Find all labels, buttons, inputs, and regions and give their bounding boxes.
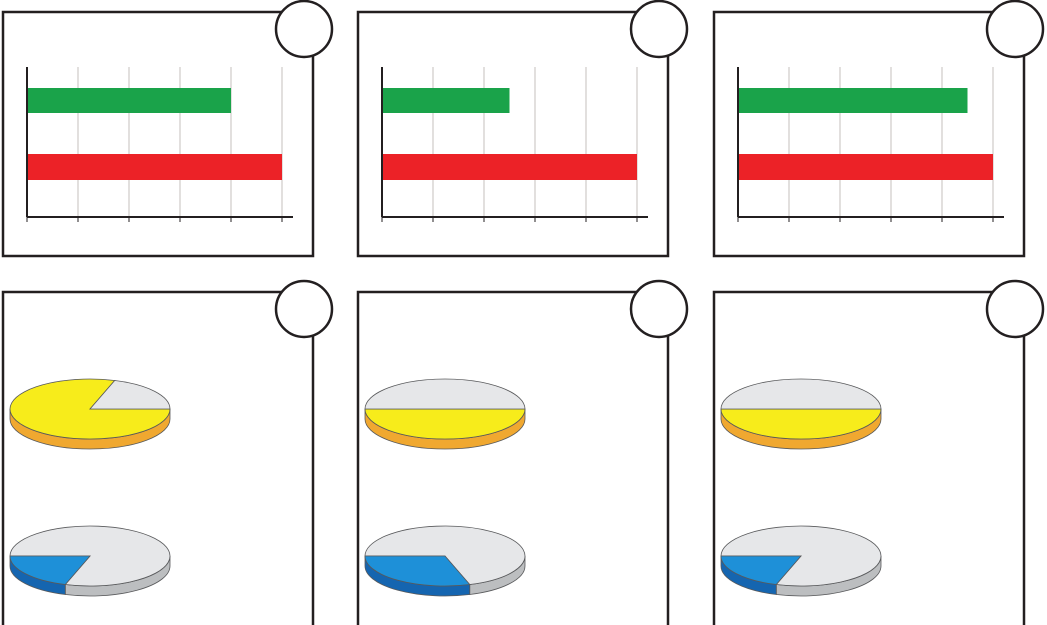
bar [382, 88, 510, 113]
bar [738, 154, 993, 180]
pie-slice [720, 408, 882, 440]
panel-frame [712, 10, 1026, 258]
bar [27, 154, 282, 180]
pie-slice [364, 378, 526, 410]
pie-slice [364, 525, 526, 585]
pie-slice [89, 380, 171, 410]
pie-slice [9, 555, 91, 585]
corner-circle [629, 279, 689, 339]
panel-frame [1, 10, 315, 258]
pie-slice [364, 555, 471, 587]
bar [738, 88, 968, 113]
corner-circle [274, 0, 334, 59]
bar [27, 88, 231, 113]
corner-circle [985, 0, 1045, 59]
pie-slice [364, 408, 526, 440]
panel-frame [356, 10, 670, 258]
pie-slice [720, 555, 802, 585]
pie-slice [720, 378, 882, 410]
corner-circle [274, 279, 334, 339]
bar [382, 154, 637, 180]
corner-circle [985, 279, 1045, 339]
corner-circle [629, 0, 689, 59]
